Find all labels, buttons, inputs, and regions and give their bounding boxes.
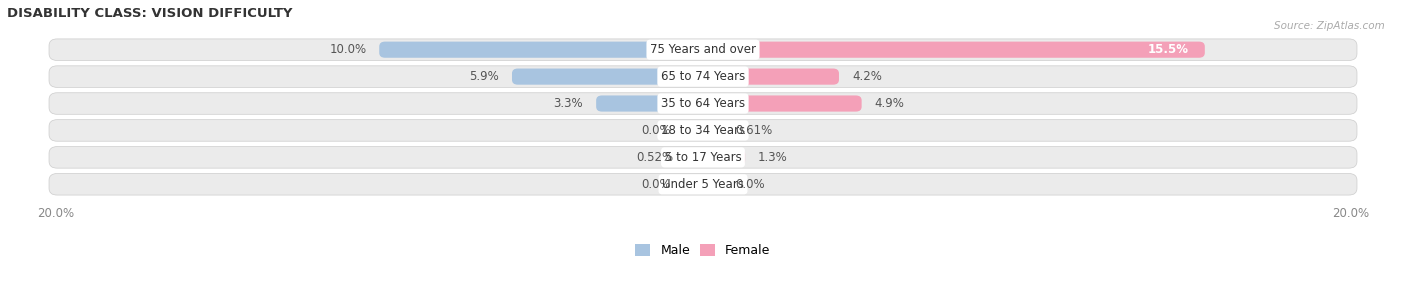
FancyBboxPatch shape — [49, 174, 1357, 195]
Text: 3.3%: 3.3% — [554, 97, 583, 110]
Text: 18 to 34 Years: 18 to 34 Years — [661, 124, 745, 137]
Text: 0.52%: 0.52% — [636, 151, 673, 164]
Text: 0.0%: 0.0% — [641, 178, 671, 191]
FancyBboxPatch shape — [703, 42, 1205, 58]
FancyBboxPatch shape — [686, 149, 703, 165]
Text: 75 Years and over: 75 Years and over — [650, 43, 756, 56]
Text: DISABILITY CLASS: VISION DIFFICULTY: DISABILITY CLASS: VISION DIFFICULTY — [7, 7, 292, 20]
Text: 15.5%: 15.5% — [1147, 43, 1188, 56]
FancyBboxPatch shape — [49, 39, 1357, 60]
Text: Under 5 Years: Under 5 Years — [662, 178, 744, 191]
Text: 1.3%: 1.3% — [758, 151, 787, 164]
FancyBboxPatch shape — [380, 42, 703, 58]
Text: 4.2%: 4.2% — [852, 70, 882, 83]
Text: 10.0%: 10.0% — [329, 43, 367, 56]
Legend: Male, Female: Male, Female — [636, 244, 770, 257]
Text: 0.0%: 0.0% — [735, 178, 765, 191]
FancyBboxPatch shape — [49, 66, 1357, 87]
FancyBboxPatch shape — [703, 95, 862, 112]
Text: 65 to 74 Years: 65 to 74 Years — [661, 70, 745, 83]
FancyBboxPatch shape — [49, 120, 1357, 141]
FancyBboxPatch shape — [596, 95, 703, 112]
FancyBboxPatch shape — [49, 93, 1357, 114]
Text: 4.9%: 4.9% — [875, 97, 904, 110]
Text: 0.0%: 0.0% — [641, 124, 671, 137]
Text: 0.61%: 0.61% — [735, 124, 773, 137]
Text: Source: ZipAtlas.com: Source: ZipAtlas.com — [1274, 21, 1385, 31]
FancyBboxPatch shape — [49, 147, 1357, 168]
FancyBboxPatch shape — [512, 68, 703, 85]
Text: 5 to 17 Years: 5 to 17 Years — [665, 151, 741, 164]
FancyBboxPatch shape — [703, 149, 745, 165]
FancyBboxPatch shape — [703, 123, 723, 139]
FancyBboxPatch shape — [703, 68, 839, 85]
Text: 5.9%: 5.9% — [470, 70, 499, 83]
Text: 35 to 64 Years: 35 to 64 Years — [661, 97, 745, 110]
